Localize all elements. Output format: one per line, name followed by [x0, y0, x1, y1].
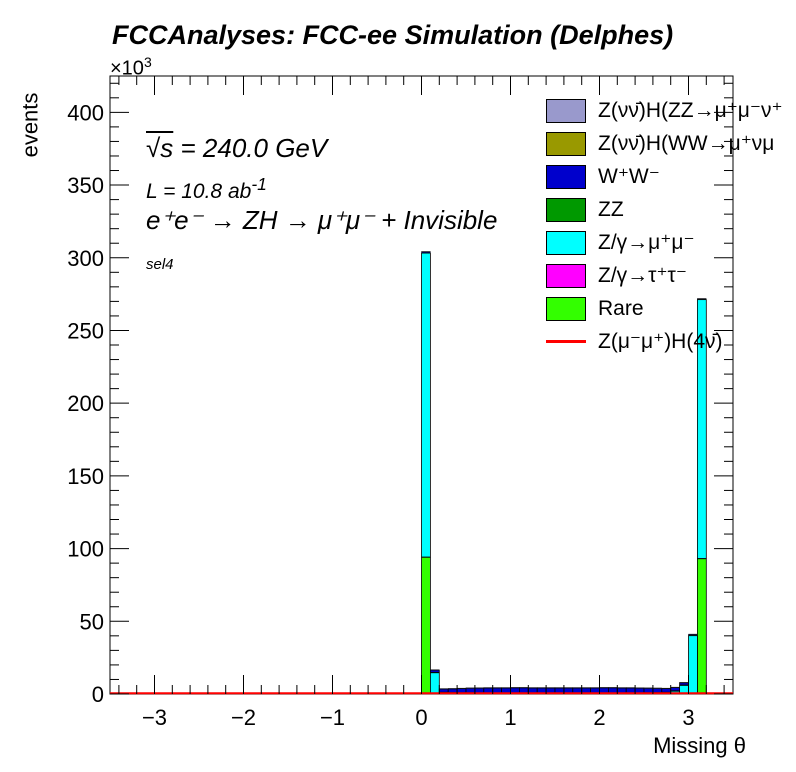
y-tick-label: 100: [67, 537, 104, 562]
luminosity-text: L = 10.8 ab: [146, 180, 252, 203]
y-axis-multiplier-power: 3: [143, 54, 152, 70]
legend-item: Z(μ⁻μ⁺)H(4ν̄): [546, 325, 796, 358]
legend-item: W⁺W⁻: [546, 160, 796, 193]
bar-4-4: [456, 688, 467, 694]
y-axis-multiplier-base: ×10: [110, 57, 144, 80]
bar-4-26: [652, 688, 663, 693]
legend-swatch: [546, 340, 586, 343]
legend-label: Z(μ⁻μ⁺)H(4ν̄): [598, 330, 723, 353]
bar-4-21: [608, 687, 618, 694]
y-tick-label: 50: [80, 609, 104, 634]
bar-4-10: [510, 687, 520, 694]
bar-4-8: [492, 687, 503, 694]
bar-4-7: [483, 687, 494, 694]
x-tick-label: −1: [320, 705, 345, 730]
bar-2-30: [688, 635, 698, 694]
bar-4-19: [590, 687, 600, 694]
legend-swatch: [546, 131, 586, 156]
legend-swatch: [546, 164, 586, 189]
legend-item: Z(νν̄)H(ZZ→μ⁺μ⁻ν⁺: [546, 94, 796, 127]
legend-swatch: [546, 230, 586, 255]
x-axis-ticks: −3 −2 −1 0 1 2 3: [118, 76, 725, 730]
legend-swatch: [546, 98, 586, 123]
bar-0-0: [421, 556, 431, 695]
legend-swatch: [546, 197, 586, 222]
bar-2-1: [429, 672, 440, 694]
bar-4-18: [581, 687, 592, 694]
legend-item: Z/γ→τ⁺τ⁻: [546, 259, 796, 292]
legend-swatch: [546, 263, 586, 288]
bar-4-20: [599, 687, 609, 694]
y-axis-ticks: 0 50 100 150 200 250 300 350 400: [67, 82, 733, 707]
x-tick-label: 3: [682, 705, 694, 730]
bar-4-22: [616, 687, 627, 694]
y-tick-label: 250: [67, 318, 104, 343]
legend-label: Z(νν̄)H(WW→μ⁺νμ: [598, 132, 775, 155]
legend-label: Z(νν̄)H(ZZ→μ⁺μ⁻ν⁺: [598, 99, 783, 122]
bar-4-25: [643, 687, 654, 694]
legend-label: ZZ: [598, 197, 624, 221]
x-tick-label: −3: [142, 705, 167, 730]
bar-4-9: [501, 687, 511, 694]
bar-4-29: [679, 682, 689, 686]
y-tick-label: 300: [67, 246, 104, 271]
legend-swatch: [546, 296, 586, 321]
bar-4-12: [527, 687, 538, 694]
energy-annotation: √s = 240.0 GeV: [146, 133, 327, 164]
y-tick-label: 400: [67, 100, 104, 125]
bar-4-28: [670, 687, 681, 692]
x-tick-label: 2: [593, 705, 605, 730]
chart-title: FCCAnalyses: FCC-ee Simulation (Delphes): [112, 20, 674, 50]
luminosity-annotation: L = 10.8 ab-1: [146, 174, 267, 204]
bar-2-29: [679, 685, 689, 694]
bar-2-0: [421, 252, 431, 558]
bar-4-14: [545, 687, 556, 694]
bar-4-5: [465, 687, 476, 694]
y-tick-label: 150: [67, 464, 104, 489]
legend: Z(νν̄)H(ZZ→μ⁺μ⁻ν⁺ Z(νν̄)H(WW→μ⁺νμ W⁺W⁻ ZZ Z/…: [546, 94, 796, 358]
y-axis-multiplier: ×103: [110, 54, 152, 81]
x-tick-label: −2: [231, 705, 256, 730]
y-tick-label: 350: [67, 173, 104, 198]
bar-4-13: [536, 687, 547, 694]
y-tick-label: 0: [92, 682, 104, 707]
bar-4-16: [563, 687, 574, 694]
energy-value: = 240.0 GeV: [173, 133, 328, 163]
bar-4-24: [634, 687, 645, 694]
legend-label: Z/γ→τ⁺τ⁻: [598, 264, 687, 287]
bar-4-15: [554, 687, 565, 694]
bar-4-17: [572, 687, 583, 694]
bar-4-2: [438, 688, 449, 693]
x-tick-label: 1: [504, 705, 516, 730]
legend-label: Z/γ→μ⁺μ⁻: [598, 231, 695, 254]
legend-label: Rare: [598, 296, 644, 320]
legend-item: Rare: [546, 292, 796, 325]
bar-4-3: [447, 688, 458, 693]
luminosity-power: -1: [251, 174, 267, 194]
process-annotation: e⁺e⁻ → ZH → μ⁺μ⁻ + Invisible: [146, 205, 498, 235]
energy-symbol: √s: [146, 133, 174, 163]
y-tick-label: 200: [67, 391, 104, 416]
x-tick-label: 0: [415, 705, 427, 730]
bar-4-11: [519, 687, 529, 694]
legend-item: Z(νν̄)H(WW→μ⁺νμ: [546, 127, 796, 160]
bar-4-1: [429, 669, 440, 673]
x-axis-label: Missing θ: [653, 733, 746, 758]
bar-4-27: [661, 688, 672, 693]
legend-item: Z/γ→μ⁺μ⁻: [546, 226, 796, 259]
legend-item: ZZ: [546, 193, 796, 226]
legend-label: W⁺W⁻: [598, 165, 660, 188]
bar-4-6: [474, 687, 485, 694]
selection-annotation: sel4: [146, 256, 174, 273]
bar-4-23: [625, 687, 636, 694]
bar-0-31: [697, 558, 707, 695]
